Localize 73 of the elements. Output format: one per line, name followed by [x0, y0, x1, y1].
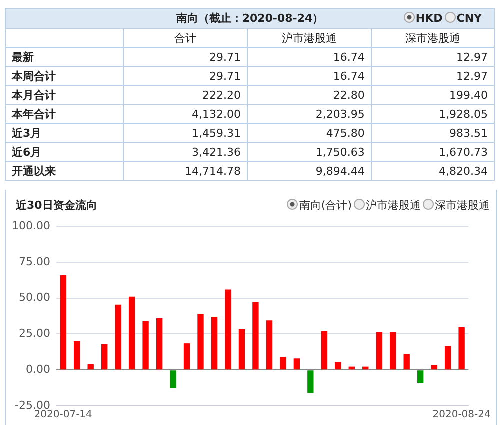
text: 29.71	[123, 66, 248, 86]
text: CNY	[456, 12, 482, 25]
text: 南向（截止：2020-08-24）	[176, 12, 324, 25]
bar	[74, 341, 80, 370]
text: 222.20	[123, 86, 248, 104]
text: 29.71	[123, 48, 248, 66]
text: 近3月	[6, 124, 124, 142]
bar	[252, 302, 259, 370]
bar	[294, 358, 300, 370]
text: HKD	[414, 12, 443, 25]
text: 16.74	[247, 66, 372, 86]
text: 1,459.31	[123, 124, 248, 142]
text: 983.51	[371, 124, 494, 142]
bar	[101, 344, 108, 370]
text: 合计	[123, 29, 248, 48]
text: 本周合计	[6, 66, 124, 86]
bar	[458, 327, 465, 370]
text: 本年合计	[6, 104, 124, 124]
bar	[225, 290, 232, 370]
text: 199.40	[371, 86, 494, 104]
x-tick-label: 2020-08-24	[432, 410, 491, 421]
text: 12.97	[371, 66, 494, 86]
text: 2,203.95	[247, 104, 372, 124]
text: 沪市港股通	[247, 29, 372, 48]
bar	[156, 318, 163, 370]
text: 开通以来	[6, 162, 124, 180]
bar	[444, 346, 452, 370]
text: 沪市港股通	[365, 199, 421, 212]
bar	[88, 364, 94, 370]
text: 近6月	[6, 142, 124, 162]
text: 南向(合计)	[298, 199, 352, 212]
y-tick-label: 75.00	[18, 255, 50, 268]
text: 16.74	[247, 48, 372, 66]
y-tick-label: 0.00	[26, 362, 50, 376]
bar	[198, 314, 204, 370]
bar	[280, 357, 286, 370]
bar	[238, 329, 246, 370]
bar	[335, 362, 342, 370]
text: 12.97	[371, 48, 494, 66]
bar	[390, 332, 396, 370]
x-tick-label: 2020-07-14	[34, 410, 92, 421]
text: 深市港股通	[434, 199, 490, 212]
bar	[60, 275, 66, 370]
chart-title: 近30日资金流向	[16, 198, 98, 213]
bar	[418, 370, 424, 384]
bar	[184, 344, 190, 370]
y-tick-label: 50.00	[18, 291, 50, 304]
text: 1,750.63	[247, 142, 372, 162]
text: 475.80	[247, 124, 372, 142]
bar	[321, 331, 328, 370]
text: 9,894.44	[247, 162, 372, 180]
text: 3,421.36	[123, 142, 248, 162]
bar	[170, 370, 176, 388]
bar	[142, 321, 149, 370]
bar	[431, 364, 438, 370]
text: 最新	[6, 48, 124, 66]
text: 14,714.78	[123, 162, 248, 180]
y-tick-label: 25.00	[18, 327, 50, 340]
y-tick-label: 100.00	[12, 219, 50, 232]
text: 4,132.00	[123, 104, 248, 124]
bar	[211, 317, 218, 370]
text: 22.80	[247, 86, 372, 104]
text: 1,928.05	[371, 104, 494, 124]
text: 深市港股通	[371, 29, 494, 48]
bar	[376, 332, 382, 370]
text: 本月合计	[6, 86, 124, 104]
bar	[308, 370, 314, 394]
text: 1,670.73	[371, 142, 494, 162]
bar	[266, 320, 273, 370]
bar	[115, 304, 122, 370]
bar	[128, 296, 136, 370]
text: 4,820.34	[371, 162, 494, 180]
bar	[404, 354, 410, 370]
